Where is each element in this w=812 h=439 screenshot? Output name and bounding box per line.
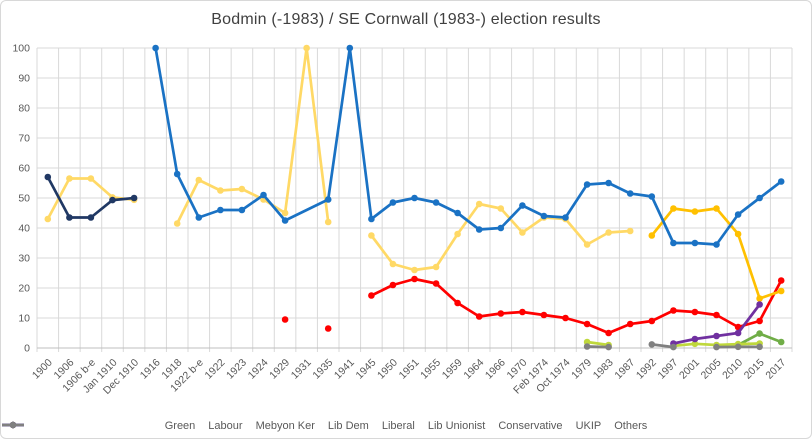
svg-text:30: 30 xyxy=(18,253,30,265)
svg-text:1924: 1924 xyxy=(246,357,271,382)
series-labour xyxy=(281,275,785,337)
legend-label: Conservative xyxy=(498,420,563,432)
svg-text:2015: 2015 xyxy=(742,357,767,382)
svg-text:1983: 1983 xyxy=(591,357,616,382)
svg-text:1900: 1900 xyxy=(30,357,55,382)
legend-label: Liberal xyxy=(381,420,415,432)
svg-text:40: 40 xyxy=(18,223,30,235)
legend-label: Lib Dem xyxy=(327,420,369,432)
series-conservative xyxy=(152,44,785,248)
svg-text:1979: 1979 xyxy=(569,357,594,382)
svg-text:1929: 1929 xyxy=(267,357,292,382)
svg-text:2010: 2010 xyxy=(720,357,745,382)
svg-text:50: 50 xyxy=(18,193,30,205)
svg-text:1964: 1964 xyxy=(461,357,486,382)
svg-text:0: 0 xyxy=(24,343,30,355)
svg-text:1950: 1950 xyxy=(375,357,400,382)
svg-text:1923: 1923 xyxy=(224,357,249,382)
legend-item-lib-dem: Lib Dem xyxy=(2,420,369,432)
svg-text:90: 90 xyxy=(18,73,30,85)
legend-item-lib-unionist: Lib Unionist xyxy=(2,420,486,432)
svg-text:2001: 2001 xyxy=(677,357,702,382)
svg-text:1931: 1931 xyxy=(289,357,314,382)
legend-item-mebyon-ker: Mebyon Ker xyxy=(2,420,315,432)
legend-item-liberal: Liberal xyxy=(2,420,415,432)
svg-text:1955: 1955 xyxy=(418,357,443,382)
legend-label: Green xyxy=(164,420,196,432)
svg-text:2005: 2005 xyxy=(699,357,724,382)
legend-label: UKIP xyxy=(575,420,602,432)
legend-label: Lib Unionist xyxy=(427,420,486,432)
legend-label: Labour xyxy=(208,420,243,432)
svg-text:60: 60 xyxy=(18,163,30,175)
chart-legend: Green Labour Mebyon Ker Lib Dem Liberal Lib U… xyxy=(1,420,811,432)
y-axis-labels: 0 10 20 30 40 50 60 70 80 90 100 xyxy=(12,43,30,355)
gridlines xyxy=(36,47,793,352)
legend-item-ukip: UKIP xyxy=(2,420,602,432)
svg-text:2017: 2017 xyxy=(763,357,788,382)
legend-label: Others xyxy=(614,420,648,432)
legend-item-conservative: Conservative xyxy=(2,420,563,432)
svg-text:100: 100 xyxy=(12,43,30,55)
svg-text:1922: 1922 xyxy=(202,357,227,382)
legend-marker-others xyxy=(2,421,24,429)
series-lib-unionist xyxy=(44,173,138,221)
svg-text:1945: 1945 xyxy=(353,357,378,382)
chart-title: Bodmin (-1983) / SE Cornwall (1983-) ele… xyxy=(211,11,601,28)
svg-text:20: 20 xyxy=(18,283,30,295)
legend-item-others: Others xyxy=(2,420,648,432)
series-lib-dem xyxy=(648,205,785,302)
svg-text:1935: 1935 xyxy=(310,357,335,382)
series-others xyxy=(583,341,763,351)
svg-text:1959: 1959 xyxy=(440,357,465,382)
svg-text:1916: 1916 xyxy=(138,357,163,382)
legend-label: Mebyon Ker xyxy=(255,420,315,432)
svg-text:1992: 1992 xyxy=(634,357,659,382)
svg-text:70: 70 xyxy=(18,133,30,145)
legend-item-labour: Labour xyxy=(2,420,243,432)
svg-text:80: 80 xyxy=(18,103,30,115)
svg-text:10: 10 xyxy=(18,313,30,325)
svg-text:1951: 1951 xyxy=(397,357,422,382)
svg-text:1966: 1966 xyxy=(483,357,508,382)
legend-item-green: Green xyxy=(2,420,196,432)
svg-text:1997: 1997 xyxy=(655,357,680,382)
svg-text:1941: 1941 xyxy=(332,357,357,382)
svg-text:1987: 1987 xyxy=(612,357,637,382)
